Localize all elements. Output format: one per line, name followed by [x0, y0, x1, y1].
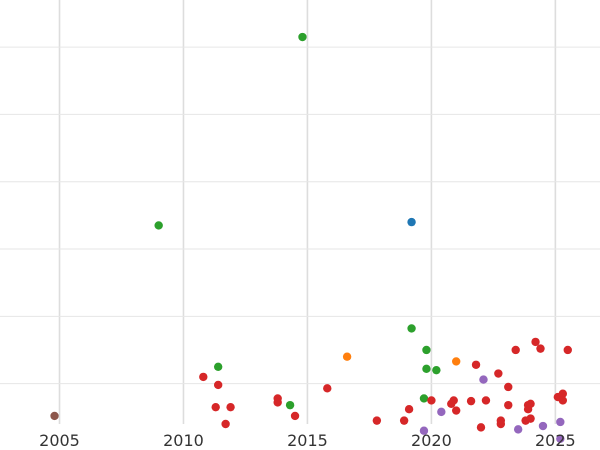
x-tick-label: 2010 [163, 431, 204, 450]
data-point [419, 426, 429, 435]
x-axis-tick-labels: 2005 2010 2015 2020 2025 [39, 431, 576, 450]
grid-layer [0, 0, 600, 424]
data-point [285, 400, 295, 410]
x-tick-label: 2020 [411, 431, 452, 450]
data-point [298, 32, 307, 42]
data-point [154, 221, 163, 230]
data-point [476, 423, 486, 432]
data-point [496, 419, 506, 429]
data-point [504, 400, 513, 410]
data-point [437, 407, 446, 417]
data-point [213, 380, 223, 390]
data-point [558, 389, 568, 398]
data-point [419, 394, 429, 403]
x-tick-label: 2005 [39, 431, 80, 450]
data-point [481, 396, 491, 405]
data-point [536, 344, 545, 353]
data-point [511, 345, 520, 355]
data-point [407, 217, 416, 227]
data-point [556, 434, 565, 444]
data-point [526, 399, 535, 409]
data-point [538, 421, 548, 431]
data-point [372, 416, 382, 425]
data-point [422, 364, 431, 374]
data-points-layer [50, 32, 572, 444]
data-point [213, 362, 223, 371]
data-point [556, 417, 565, 427]
data-point [531, 337, 540, 347]
data-point [399, 416, 409, 425]
data-point [221, 419, 230, 429]
data-point [466, 396, 476, 406]
data-point [451, 406, 461, 415]
data-point [404, 404, 414, 414]
data-point [563, 345, 572, 355]
data-point [449, 396, 458, 405]
data-point [342, 352, 352, 361]
data-point [526, 414, 535, 423]
data-point [513, 425, 523, 434]
data-point [273, 398, 282, 407]
data-point [422, 345, 431, 355]
data-point [50, 411, 59, 421]
data-point [199, 372, 208, 382]
data-point [226, 402, 235, 412]
data-point [451, 357, 461, 366]
data-point [407, 324, 416, 333]
data-point [323, 384, 332, 393]
x-tick-label: 2025 [535, 431, 576, 450]
data-point [558, 396, 568, 405]
x-tick-label: 2015 [287, 431, 328, 450]
data-point [211, 402, 220, 412]
data-point [290, 411, 300, 421]
data-point [504, 382, 513, 392]
data-point [471, 360, 481, 369]
data-point [427, 396, 436, 405]
data-point [432, 365, 441, 375]
data-point [494, 369, 503, 378]
data-point [479, 375, 488, 384]
